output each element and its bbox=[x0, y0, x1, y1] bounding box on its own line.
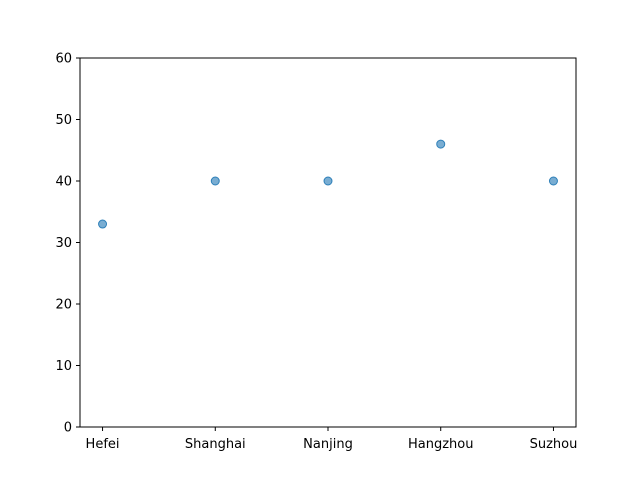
y-tick-label: 50 bbox=[55, 113, 72, 128]
y-tick-label: 30 bbox=[55, 236, 72, 251]
x-tick-label: Hangzhou bbox=[408, 437, 474, 452]
y-axis: 0 10 20 30 40 50 60 bbox=[55, 52, 80, 436]
x-tick-label: Hefei bbox=[86, 437, 120, 452]
x-tick-label: Nanjing bbox=[303, 437, 353, 452]
y-tick-label: 60 bbox=[55, 52, 72, 67]
data-point bbox=[98, 219, 108, 229]
data-point bbox=[323, 176, 333, 186]
x-axis: Hefei Shanghai Nanjing Hangzhou Suzhou bbox=[86, 427, 578, 452]
x-tick-label: Suzhou bbox=[530, 437, 578, 452]
y-tick-label: 0 bbox=[64, 421, 72, 436]
y-tick-label: 20 bbox=[55, 298, 72, 313]
data-point bbox=[210, 176, 220, 186]
y-tick-label: 10 bbox=[55, 359, 72, 374]
y-tick-label: 40 bbox=[55, 175, 72, 190]
plot-frame bbox=[79, 57, 577, 428]
data-point bbox=[548, 176, 558, 186]
data-points bbox=[98, 139, 558, 229]
data-point bbox=[436, 139, 446, 149]
x-tick-label: Shanghai bbox=[185, 437, 246, 452]
